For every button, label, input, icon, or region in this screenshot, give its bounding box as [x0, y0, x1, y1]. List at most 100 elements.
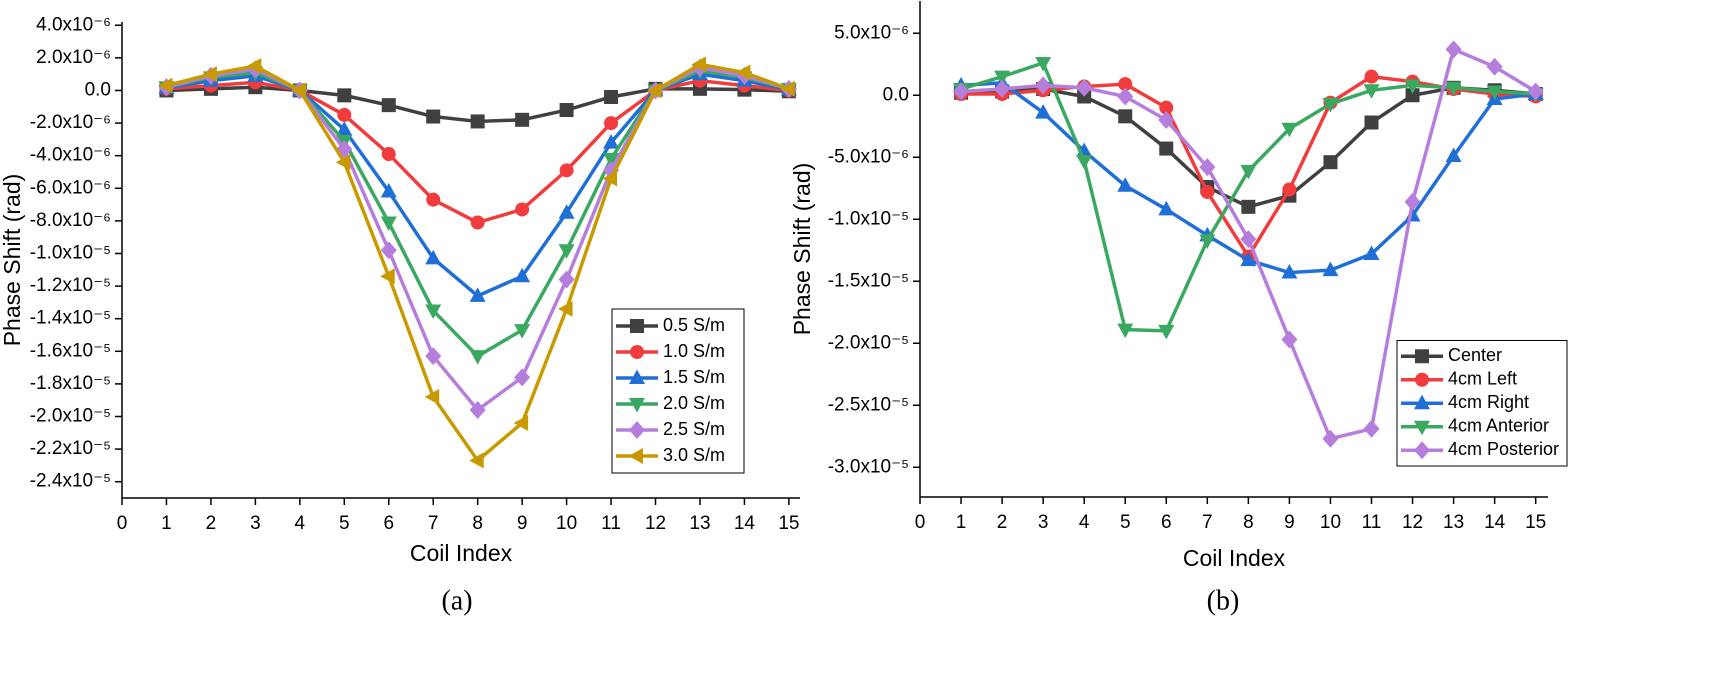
y-tick-label: -2.2x10⁻⁵ — [30, 438, 111, 459]
y-axis-label: Phase Shift (rad) — [0, 174, 25, 347]
marker — [603, 152, 620, 168]
y-tick-label: -1.5x10⁻⁵ — [828, 270, 909, 291]
marker — [337, 88, 352, 103]
marker — [1364, 69, 1379, 84]
marker — [514, 368, 531, 387]
marker — [380, 183, 397, 198]
marker — [425, 304, 442, 320]
marker — [1281, 122, 1298, 138]
marker — [1199, 234, 1216, 249]
marker — [630, 345, 644, 359]
x-tick-label: 11 — [601, 513, 621, 534]
y-tick-label: 4.0x10⁻⁶ — [36, 14, 111, 35]
y-tick-label: -1.0x10⁻⁵ — [30, 242, 111, 263]
marker — [1281, 330, 1298, 349]
marker — [1445, 147, 1462, 162]
marker — [691, 56, 706, 73]
x-tick-label: 6 — [1161, 512, 1172, 533]
marker — [994, 70, 1011, 86]
marker — [1486, 57, 1503, 76]
marker — [1117, 177, 1134, 192]
marker — [1322, 97, 1339, 113]
marker — [1363, 419, 1380, 438]
marker — [1363, 245, 1380, 260]
y-tick-label: -2.0x10⁻⁵ — [30, 406, 111, 427]
marker — [558, 300, 573, 317]
marker — [513, 415, 529, 432]
legend-label: Center — [1448, 345, 1502, 365]
marker — [1414, 394, 1430, 410]
marker — [559, 163, 574, 178]
marker — [1445, 40, 1462, 59]
legend-label: 2.5 S/m — [663, 419, 725, 439]
x-tick-label: 11 — [1362, 512, 1382, 533]
marker — [1240, 251, 1257, 267]
y-tick-label: 5.0x10⁻⁶ — [834, 22, 909, 43]
marker — [336, 121, 353, 136]
y-tick-label: 2.0x10⁻⁶ — [36, 47, 111, 68]
marker — [1364, 115, 1379, 130]
marker — [426, 109, 441, 124]
marker — [1035, 76, 1052, 95]
marker — [604, 89, 619, 104]
marker — [246, 58, 262, 75]
marker — [558, 204, 575, 219]
y-tick-label: -2.5x10⁻⁵ — [828, 394, 909, 415]
marker — [469, 350, 486, 365]
marker — [1240, 230, 1257, 249]
marker — [1415, 349, 1429, 364]
marker — [1527, 82, 1544, 101]
y-tick-label: -4.0x10⁻⁶ — [30, 145, 111, 166]
x-tick-label: 9 — [517, 513, 528, 534]
marker — [1322, 429, 1339, 448]
marker — [629, 421, 645, 439]
x-tick-label: 14 — [734, 513, 756, 534]
legend-label: 4cm Right — [1448, 392, 1529, 412]
marker — [202, 66, 217, 83]
caption: (b) — [1207, 585, 1240, 616]
x-tick-label: 15 — [1525, 512, 1546, 533]
x-tick-label: 9 — [1284, 512, 1295, 533]
marker — [424, 388, 440, 405]
y-tick-label: -2.4x10⁻⁵ — [30, 471, 111, 492]
x-tick-label: 12 — [1402, 512, 1423, 533]
marker — [426, 192, 441, 207]
x-tick-label: 4 — [295, 513, 306, 534]
marker — [1158, 200, 1175, 216]
marker — [425, 347, 442, 366]
x-tick-label: 4 — [1079, 512, 1090, 533]
marker — [1035, 104, 1052, 119]
y-tick-label: -1.4x10⁻⁵ — [30, 308, 111, 329]
x-tick-label: 2 — [997, 512, 1008, 533]
marker — [425, 249, 442, 265]
x-axis-label: Coil Index — [410, 540, 513, 566]
marker — [1241, 199, 1256, 214]
marker — [628, 448, 643, 464]
series-line — [166, 72, 790, 298]
marker — [630, 319, 644, 333]
marker — [1200, 184, 1215, 199]
marker — [514, 324, 531, 339]
series-line — [166, 78, 790, 225]
marker — [1322, 261, 1339, 277]
legend-label: 2.0 S/m — [663, 393, 725, 413]
x-tick-label: 8 — [472, 513, 483, 534]
legend-label: 4cm Anterior — [1448, 416, 1549, 436]
marker — [1118, 109, 1133, 124]
marker — [469, 400, 486, 419]
marker — [515, 202, 530, 217]
x-tick-label: 13 — [689, 513, 710, 534]
y-tick-label: -1.2x10⁻⁵ — [30, 275, 111, 296]
x-axis-label: Coil Index — [1183, 545, 1286, 571]
marker — [780, 80, 795, 97]
marker — [157, 77, 173, 94]
x-tick-label: 0 — [117, 513, 128, 534]
marker — [1076, 154, 1093, 170]
legend-label: 1.0 S/m — [663, 341, 725, 361]
caption: (a) — [441, 585, 472, 616]
marker — [381, 147, 396, 162]
x-tick-label: 12 — [645, 513, 666, 534]
marker — [470, 215, 485, 230]
legend-label: 3.0 S/m — [663, 445, 725, 465]
